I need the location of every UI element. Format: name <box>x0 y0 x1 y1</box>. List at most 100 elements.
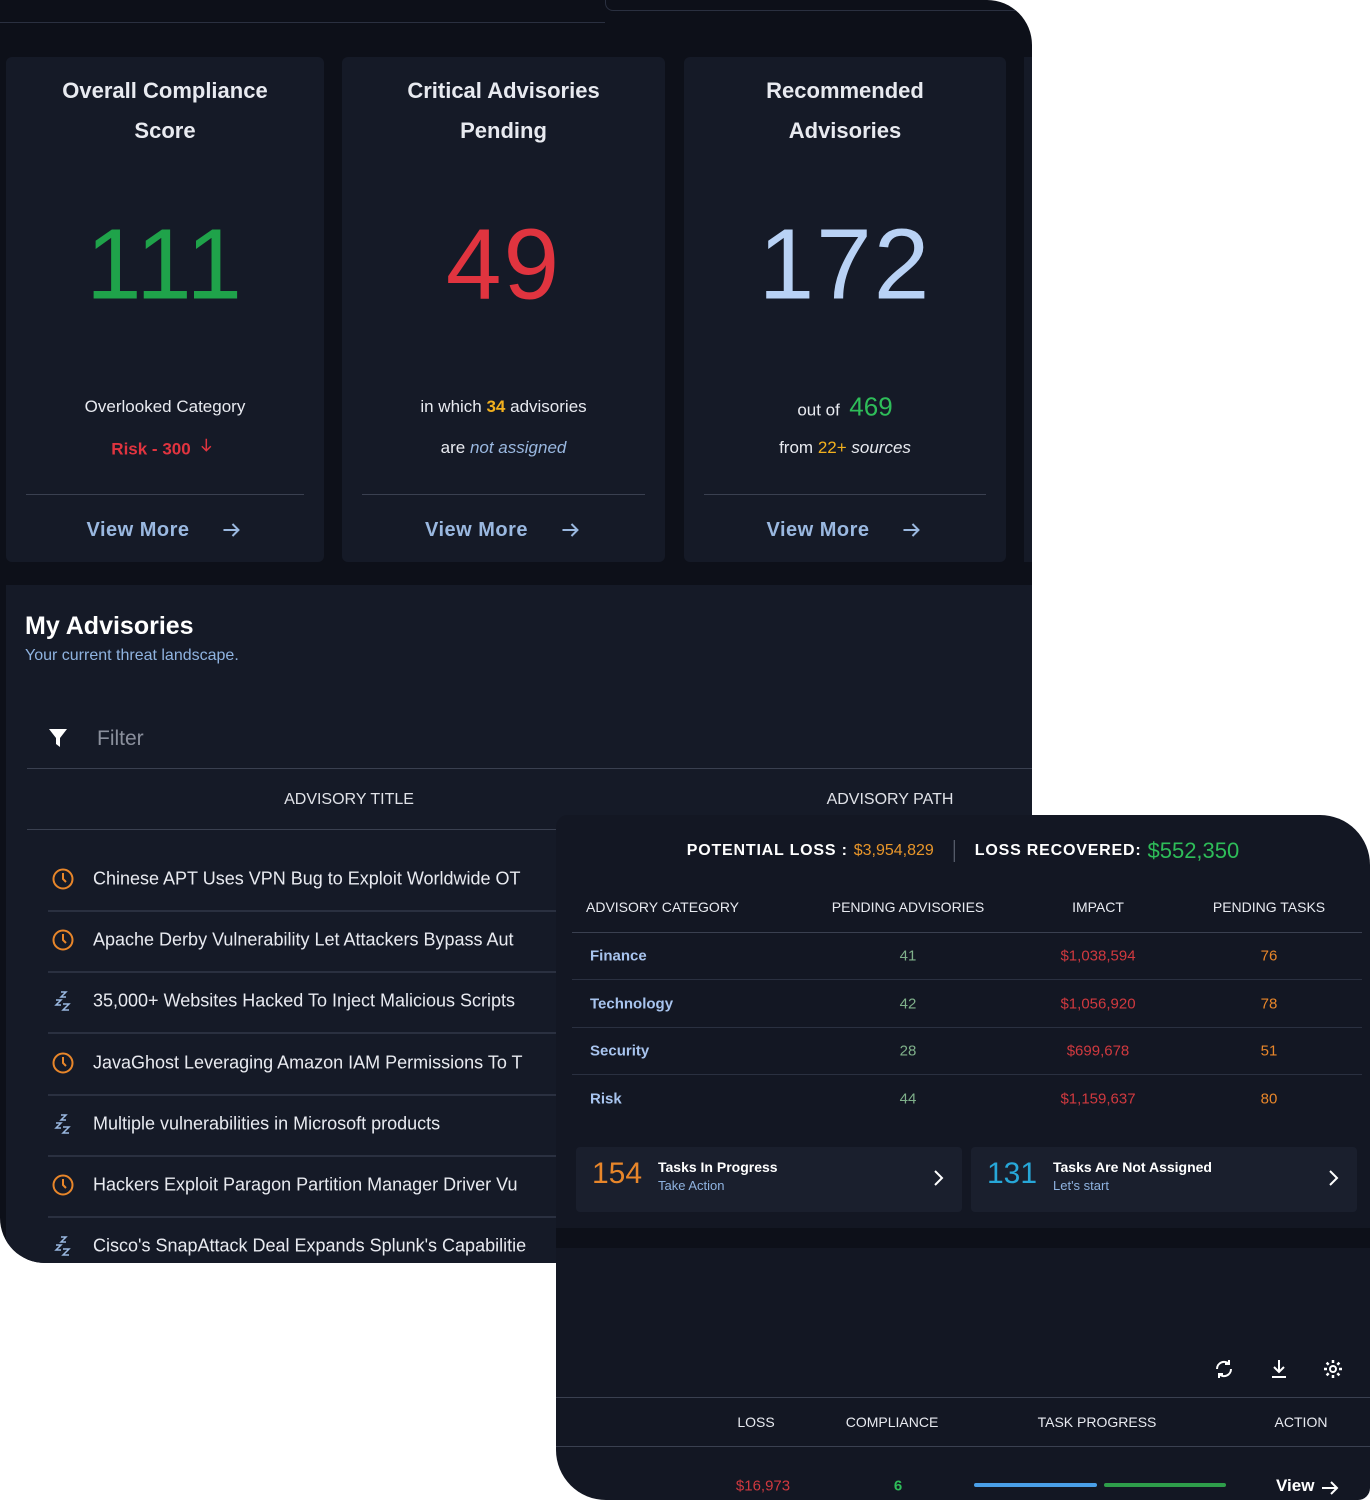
card-line-part: 469 <box>849 391 893 422</box>
table-cell: $1,159,637 <box>1060 1090 1136 1107</box>
loss-panel: POTENTIAL LOSS : $3,954,829 LOSS RECOVERED… <box>556 815 1370 1500</box>
chevron <box>926 1166 950 1195</box>
advisory-title[interactable]: JavaGhost Leveraging Amazon IAM Permissi… <box>93 1052 523 1073</box>
card-line-part: sources <box>846 438 911 457</box>
card-line: out of 469 <box>797 392 892 423</box>
toolbar-icon[interactable] <box>1267 1357 1291 1386</box>
row-rule <box>572 1026 1362 1028</box>
task-count: 154 <box>592 1157 643 1190</box>
card-line-part: Overlooked Category <box>84 397 246 416</box>
row-rule <box>48 1032 558 1035</box>
arrow-right <box>558 518 582 542</box>
advisory-title[interactable]: Apache Derby Vulnerability Let Attackers… <box>93 929 514 950</box>
table-cell: 76 <box>1260 947 1278 965</box>
card-title: Recommended Advisories <box>766 78 924 143</box>
card-line-part: 22+ <box>817 438 847 457</box>
potential-value: $3,954,829 <box>853 842 934 859</box>
arrow-right <box>1318 1476 1342 1496</box>
column-header: PENDING TASKS <box>1212 899 1326 915</box>
recovered-value: $552,350 <box>1147 838 1240 863</box>
card-line: are not assigned <box>441 438 567 458</box>
view-more[interactable]: View More <box>766 518 923 542</box>
arrow-right-glyph <box>903 523 920 537</box>
column-header: PENDING ADVISORIES <box>831 899 985 915</box>
recovered-label: LOSS RECOVERED: <box>974 842 1142 859</box>
task-label: Tasks Are Not Assigned <box>1053 1159 1212 1175</box>
divider <box>704 494 986 495</box>
status-icon <box>51 1234 75 1263</box>
task-card[interactable]: 131 Tasks Are Not Assigned Let's start <box>971 1147 1357 1212</box>
table-cell: 28 <box>899 1042 917 1060</box>
progress-segment <box>1104 1483 1226 1487</box>
card-value: 49 <box>445 208 562 321</box>
rule <box>556 1446 1370 1447</box>
column-header: ADVISORY TITLE <box>284 791 414 808</box>
column-header: ADVISORY CATEGORY <box>586 899 740 915</box>
advisory-title[interactable]: 35,000+ Websites Hacked To Inject Malici… <box>93 990 516 1011</box>
status-icon <box>51 1112 75 1141</box>
card-line-part: not assigned <box>469 438 567 457</box>
chevron-glyph <box>1329 1170 1339 1186</box>
view-more[interactable]: View More <box>86 518 243 542</box>
row-rule <box>572 979 1362 980</box>
card-line: Overlooked Category <box>85 397 246 417</box>
filter-input[interactable]: Filter <box>97 727 144 750</box>
chevron-glyph <box>934 1170 944 1186</box>
down-arrow-glyph <box>201 438 212 452</box>
column-header: ACTION <box>1274 1414 1328 1430</box>
toolbar-icon[interactable] <box>1212 1357 1236 1386</box>
view-more-label: View More <box>424 518 529 541</box>
arrow-right <box>900 518 924 542</box>
rule <box>27 829 572 830</box>
table-cell: 41 <box>899 947 917 965</box>
metric-card: Critical Advisories Pending 49 in which 34… <box>342 57 665 562</box>
card-edge <box>1024 57 1032 562</box>
task-card[interactable]: 154 Tasks In Progress Take Action <box>576 1147 962 1212</box>
table-cell: 80 <box>1260 1090 1278 1107</box>
metric-card: Overall Compliance Score 111 Overlooked Ca… <box>6 57 324 562</box>
table-cell: Finance <box>590 947 647 965</box>
column-header: ADVISORY PATH <box>826 791 954 808</box>
arrow-right-glyph <box>562 523 579 537</box>
filter-icon[interactable] <box>46 726 70 755</box>
view-link[interactable]: View <box>1276 1476 1342 1496</box>
separator <box>953 840 955 862</box>
down-arrow <box>195 437 219 455</box>
status-icon-glyph <box>54 1236 71 1256</box>
table-cell: 78 <box>1260 995 1278 1012</box>
loss-summary: POTENTIAL LOSS : $3,954,829 LOSS RECOVERED… <box>687 838 1240 864</box>
search-box[interactable] <box>605 0 1025 11</box>
card-line-part: from <box>779 438 818 457</box>
progress-segment <box>974 1483 1097 1487</box>
toolbar-icon-glyph <box>1215 1360 1233 1378</box>
toolbar-icon-glyph <box>1272 1360 1286 1378</box>
band <box>556 1228 1370 1248</box>
potential-label: POTENTIAL LOSS : <box>686 842 848 859</box>
advisory-title[interactable]: Hackers Exploit Paragon Partition Manage… <box>93 1174 518 1195</box>
column-header: COMPLIANCE <box>845 1414 939 1430</box>
view-more[interactable]: View More <box>425 518 582 542</box>
loss-cell: $16,973 <box>735 1477 791 1495</box>
table-cell: $1,038,594 <box>1060 947 1136 965</box>
row-rule <box>48 1154 558 1157</box>
table-cell: 44 <box>899 1090 917 1107</box>
card-line: from 22+ sources <box>779 438 911 458</box>
rule <box>27 768 1032 769</box>
arrow-right-glyph <box>1322 1481 1339 1495</box>
advisory-title[interactable]: Multiple vulnerabilities in Microsoft pr… <box>93 1113 441 1134</box>
toolbar-icon[interactable] <box>1321 1357 1345 1386</box>
advisory-title[interactable]: Cisco's SnapAttack Deal Expands Splunk's… <box>93 1235 527 1256</box>
card-line-part: in which <box>420 397 487 416</box>
status-icon-glyph <box>52 1052 74 1074</box>
status-icon-glyph <box>52 929 74 951</box>
advisory-title[interactable]: Chinese APT Uses VPN Bug to Exploit Worl… <box>93 868 521 889</box>
status-icon <box>51 989 75 1018</box>
divider <box>362 494 645 495</box>
row-rule <box>48 910 558 912</box>
row-rule <box>48 971 558 974</box>
card-line: in which 34 advisories <box>420 397 586 417</box>
column-header: LOSS <box>737 1414 775 1430</box>
card-line-part: out of <box>797 400 850 420</box>
filter-icon-glyph <box>49 729 67 747</box>
